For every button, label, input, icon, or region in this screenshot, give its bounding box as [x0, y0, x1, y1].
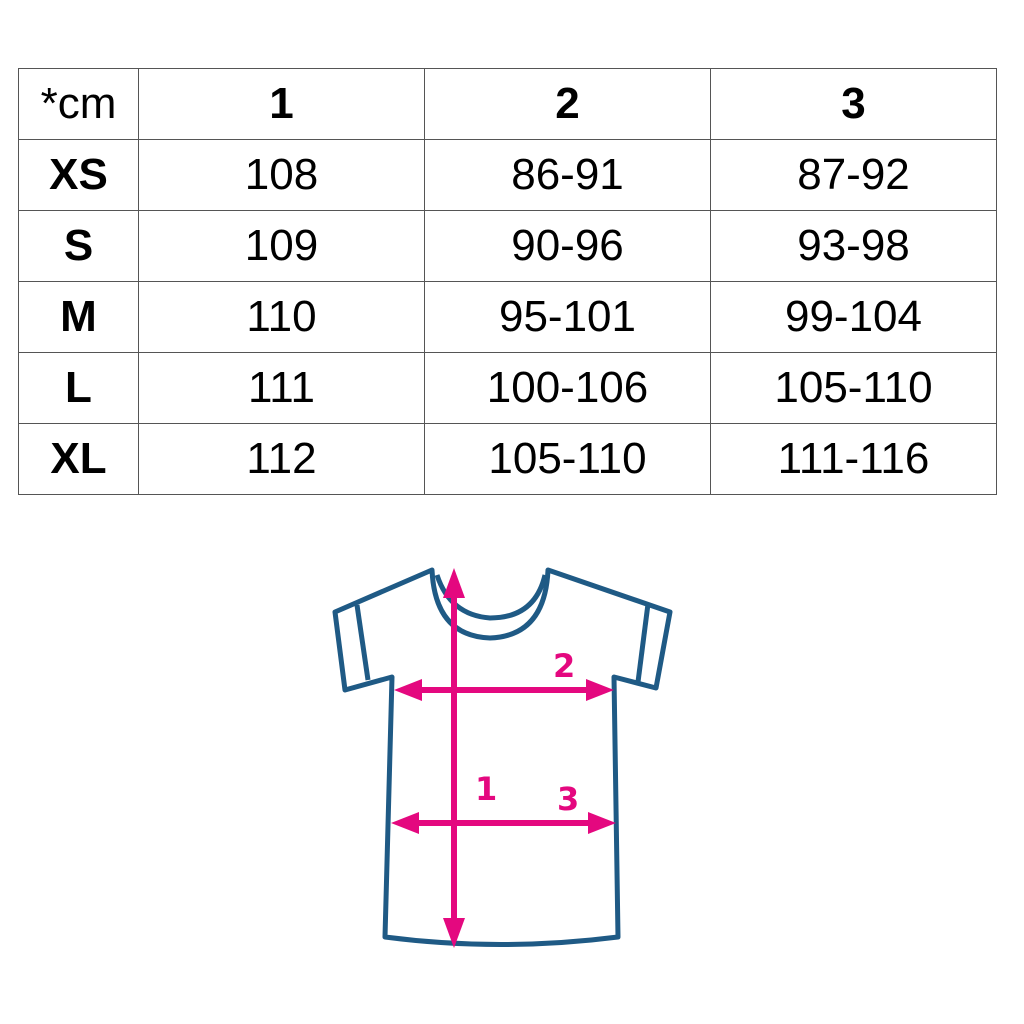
cell: 105-110 — [424, 423, 711, 495]
cell: 108 — [138, 139, 425, 211]
size-label: L — [18, 352, 139, 424]
label-1: 1 — [475, 770, 497, 808]
size-label: M — [18, 281, 139, 353]
cell: 87-92 — [710, 139, 997, 211]
tshirt-outline — [332, 567, 673, 947]
col-header-2: 2 — [424, 68, 711, 140]
table-row: XS 108 86-91 87-92 — [18, 139, 997, 211]
col-header-1: 1 — [138, 68, 425, 140]
cell: 93-98 — [710, 210, 997, 282]
cell: 112 — [138, 423, 425, 495]
cell: 111 — [138, 352, 425, 424]
cell: 105-110 — [710, 352, 997, 424]
cell: 109 — [138, 210, 425, 282]
cell: 99-104 — [710, 281, 997, 353]
size-label: XL — [18, 423, 139, 495]
size-table: *cm 1 2 3 XS 108 86-91 87-92 S 109 90-96 93-98… — [18, 68, 997, 495]
cell: 90-96 — [424, 210, 711, 282]
measure-arrows — [391, 568, 616, 948]
table-row: L 111 100-106 105-110 — [18, 352, 997, 424]
label-3: 3 — [557, 780, 579, 818]
cell: 110 — [138, 281, 425, 353]
table-row: M 110 95-101 99-104 — [18, 281, 997, 353]
label-2: 2 — [553, 647, 575, 685]
size-label: S — [18, 210, 139, 282]
table-row: S 109 90-96 93-98 — [18, 210, 997, 282]
unit-header: *cm — [18, 68, 139, 140]
table-row: XL 112 105-110 111-116 — [18, 423, 997, 495]
cell: 111-116 — [710, 423, 997, 495]
